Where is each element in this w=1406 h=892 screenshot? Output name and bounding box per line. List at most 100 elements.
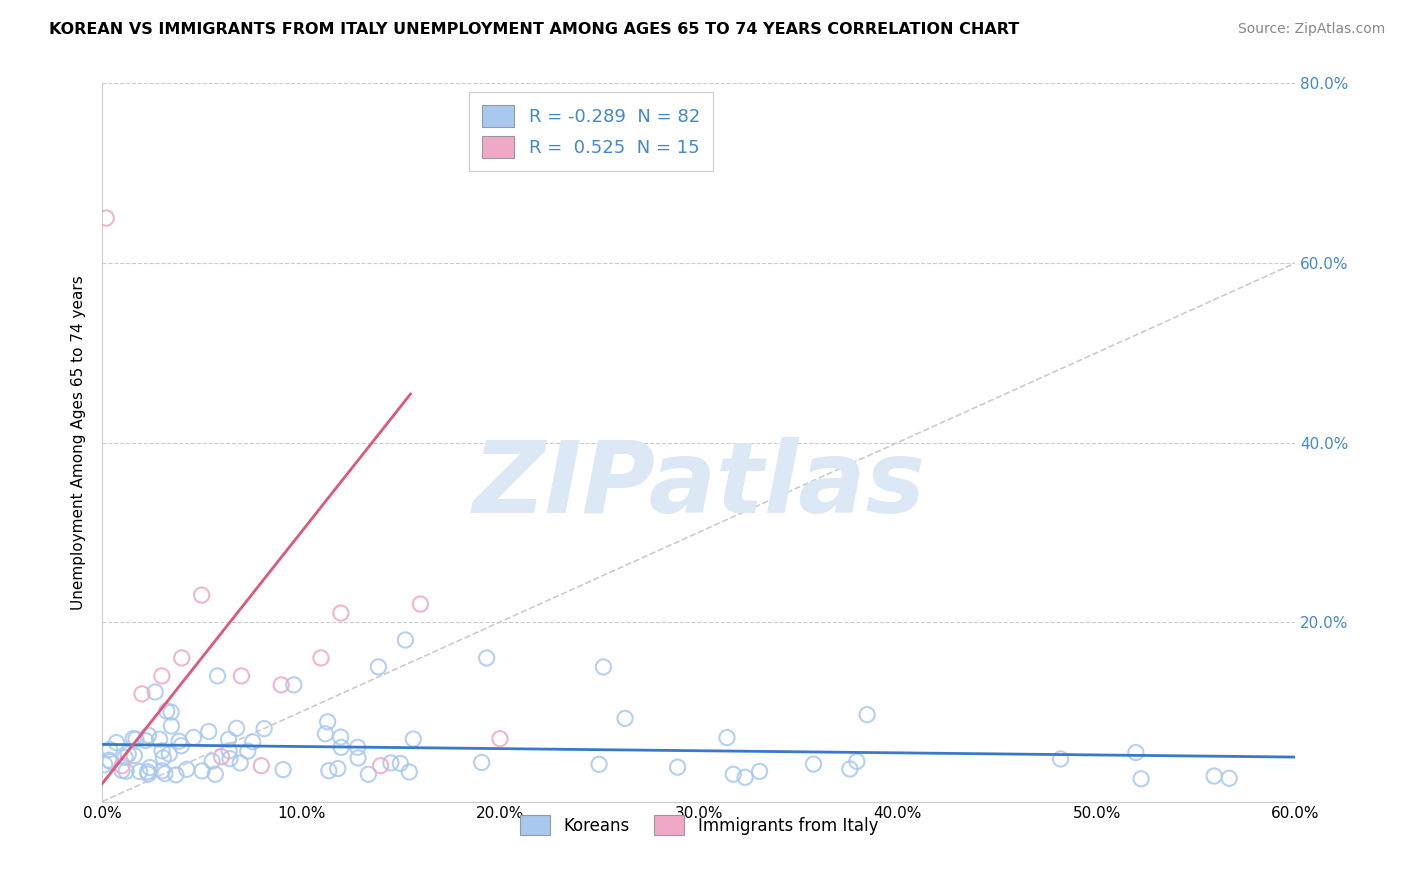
Point <box>489 731 512 746</box>
Point <box>329 730 352 744</box>
Point <box>139 761 162 775</box>
Point <box>330 740 353 755</box>
Point <box>207 669 229 683</box>
Point <box>592 660 614 674</box>
Point <box>367 660 389 674</box>
Point <box>160 705 183 719</box>
Point <box>136 767 159 781</box>
Text: ZIPatlas: ZIPatlas <box>472 437 925 534</box>
Point <box>211 749 233 764</box>
Point <box>115 764 138 779</box>
Legend: Koreans, Immigrants from Italy: Koreans, Immigrants from Italy <box>512 806 886 844</box>
Point <box>370 758 392 772</box>
Point <box>346 740 368 755</box>
Point <box>111 758 134 772</box>
Point <box>318 764 340 778</box>
Point <box>96 211 118 225</box>
Point <box>1218 771 1240 785</box>
Point <box>845 755 868 769</box>
Point <box>1204 769 1226 783</box>
Point <box>218 744 240 758</box>
Point <box>150 764 173 778</box>
Point <box>471 756 494 770</box>
Y-axis label: Unemployment Among Ages 65 to 74 years: Unemployment Among Ages 65 to 74 years <box>72 275 86 610</box>
Point <box>803 757 825 772</box>
Point <box>219 751 242 765</box>
Point <box>150 744 173 758</box>
Point <box>347 751 370 765</box>
Point <box>271 763 294 777</box>
Point <box>236 744 259 758</box>
Point <box>309 651 332 665</box>
Point <box>475 651 498 665</box>
Point <box>160 719 183 733</box>
Point <box>380 756 402 770</box>
Point <box>314 727 336 741</box>
Point <box>716 731 738 745</box>
Point <box>124 748 146 763</box>
Point <box>93 757 115 772</box>
Point <box>253 722 276 736</box>
Point <box>170 651 193 665</box>
Point <box>98 753 121 767</box>
Point <box>191 764 214 778</box>
Point <box>143 685 166 699</box>
Point <box>165 768 187 782</box>
Point <box>270 678 292 692</box>
Point <box>357 767 380 781</box>
Point <box>183 731 205 745</box>
Point <box>176 762 198 776</box>
Point <box>588 757 610 772</box>
Point <box>190 588 212 602</box>
Point <box>197 724 219 739</box>
Point <box>105 736 128 750</box>
Point <box>136 764 159 779</box>
Point <box>409 597 432 611</box>
Point <box>1049 752 1071 766</box>
Point <box>201 754 224 768</box>
Point <box>229 756 252 770</box>
Point <box>138 728 160 742</box>
Point <box>748 764 770 779</box>
Point <box>723 767 745 781</box>
Point <box>398 764 420 779</box>
Point <box>153 766 176 780</box>
Point <box>111 764 134 778</box>
Point <box>1125 746 1147 760</box>
Point <box>134 733 156 747</box>
Point <box>666 760 689 774</box>
Point <box>1130 772 1153 786</box>
Point <box>614 711 637 725</box>
Point <box>329 606 352 620</box>
Point <box>156 704 179 718</box>
Point <box>125 732 148 747</box>
Point <box>394 632 416 647</box>
Point <box>218 732 240 747</box>
Point <box>316 714 339 729</box>
Point <box>167 734 190 748</box>
Text: KOREAN VS IMMIGRANTS FROM ITALY UNEMPLOYMENT AMONG AGES 65 TO 74 YEARS CORRELATI: KOREAN VS IMMIGRANTS FROM ITALY UNEMPLOY… <box>49 22 1019 37</box>
Point <box>98 742 121 756</box>
Point <box>838 762 860 776</box>
Text: Source: ZipAtlas.com: Source: ZipAtlas.com <box>1237 22 1385 37</box>
Point <box>283 678 305 692</box>
Point <box>231 669 253 683</box>
Point <box>98 755 121 769</box>
Point <box>734 770 756 784</box>
Point <box>204 767 226 781</box>
Point <box>242 735 264 749</box>
Point <box>326 762 349 776</box>
Point <box>250 758 273 772</box>
Point <box>856 707 879 722</box>
Point <box>114 750 136 764</box>
Point <box>122 731 145 746</box>
Point <box>152 751 174 765</box>
Point <box>225 721 247 735</box>
Point <box>150 669 173 683</box>
Point <box>402 732 425 747</box>
Point <box>170 739 193 753</box>
Point <box>149 732 172 747</box>
Point <box>157 747 180 761</box>
Point <box>128 764 150 779</box>
Point <box>131 687 153 701</box>
